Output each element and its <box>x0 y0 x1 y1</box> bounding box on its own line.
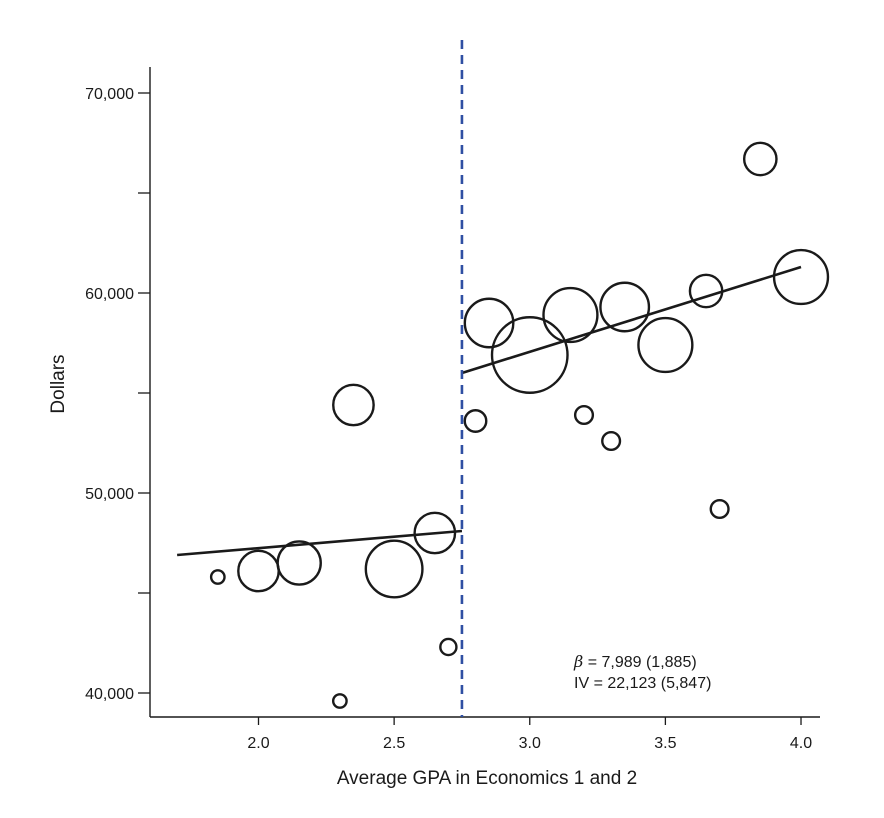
axes: 2.0 2.5 3.0 3.5 4.0 40,000 50,000 60,000 70,000 <box>85 67 820 752</box>
data-point-bubble <box>573 404 595 426</box>
x-tick-label: 3.0 <box>519 735 541 752</box>
annotation-beta-symbol: β <box>573 652 583 671</box>
y-tick-label: 50,000 <box>85 486 134 503</box>
annotation-beta-value: = 7,989 (1,885) <box>583 654 696 671</box>
data-point-bubble <box>332 383 375 427</box>
data-point-bubble <box>413 511 457 555</box>
data-point-bubble <box>463 297 515 349</box>
x-tick-label: 2.0 <box>247 735 269 752</box>
data-point-bubble <box>364 539 424 599</box>
plot-marks <box>177 40 830 717</box>
y-tick-label: 60,000 <box>85 286 134 303</box>
data-point-bubble <box>209 569 226 585</box>
x-ticks: 2.0 2.5 3.0 3.5 4.0 <box>247 717 812 752</box>
annotation-iv: IV = 22,123 (5,847) <box>574 675 711 692</box>
fit-line <box>461 265 802 375</box>
x-tick-label: 2.5 <box>383 735 405 752</box>
data-point-bubble <box>772 248 830 306</box>
y-axis-title: Dollars <box>48 354 69 413</box>
y-ticks: 40,000 50,000 60,000 70,000 <box>85 86 150 703</box>
data-point-bubble <box>490 316 569 394</box>
y-tick-label: 40,000 <box>85 686 134 703</box>
data-point-bubble <box>688 273 724 309</box>
data-point-bubble <box>742 141 778 177</box>
data-point-bubble <box>542 286 599 344</box>
x-tick-label: 4.0 <box>790 735 812 752</box>
data-point-bubble <box>331 693 348 709</box>
data-point-bubble <box>709 498 730 520</box>
x-tick-label: 3.5 <box>654 735 676 752</box>
data-point-bubble <box>439 637 458 657</box>
x-axis-title: Average GPA in Economics 1 and 2 <box>337 768 637 789</box>
data-point-bubble <box>237 549 280 593</box>
fit-line <box>177 529 463 557</box>
annotation-beta: β = 7,989 (1,885) <box>573 652 697 671</box>
data-point-bubble <box>599 281 651 333</box>
data-point-bubble <box>276 540 322 586</box>
data-point-bubble <box>637 316 694 374</box>
y-tick-label: 70,000 <box>85 86 134 103</box>
data-point-bubble <box>601 430 622 452</box>
data-point-bubble <box>463 409 488 433</box>
